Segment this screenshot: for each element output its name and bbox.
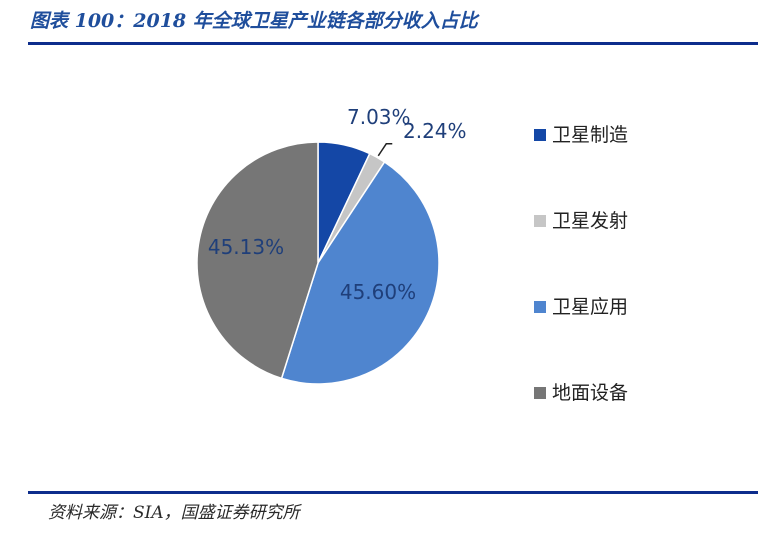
data-label-2: 2.24% (403, 119, 467, 143)
legend-item-satellite-manufacturing: 卫星制造 (534, 122, 628, 208)
legend-label: 卫星应用 (552, 296, 629, 318)
legend-label: 卫星发射 (552, 210, 629, 232)
leader-line (377, 143, 393, 157)
data-label-3: 45.60% (340, 280, 416, 304)
pie-slice-4 (196, 141, 319, 380)
bottom-divider (28, 491, 758, 494)
legend-swatch (534, 215, 546, 227)
chart-title: 图表 100：2018 年全球卫星产业链各部分收入占比 (30, 10, 478, 32)
legend-item-satellite-launch: 卫星发射 (534, 208, 628, 294)
pie-slice-3 (280, 160, 440, 385)
legend: 卫星制造 卫星发射 卫星应用 地面设备 (534, 122, 628, 466)
top-divider (28, 42, 758, 45)
legend-swatch (534, 301, 546, 313)
legend-label: 卫星制造 (552, 124, 629, 146)
legend-swatch (534, 387, 546, 399)
data-label-4: 45.13% (208, 235, 284, 259)
data-label-1: 7.03% (347, 105, 411, 129)
legend-label: 地面设备 (552, 382, 629, 404)
legend-item-ground-equipment: 地面设备 (534, 380, 628, 466)
legend-item-satellite-application: 卫星应用 (534, 294, 628, 380)
source-note: 资料来源：SIA，国盛证券研究所 (48, 503, 300, 523)
legend-swatch (534, 129, 546, 141)
